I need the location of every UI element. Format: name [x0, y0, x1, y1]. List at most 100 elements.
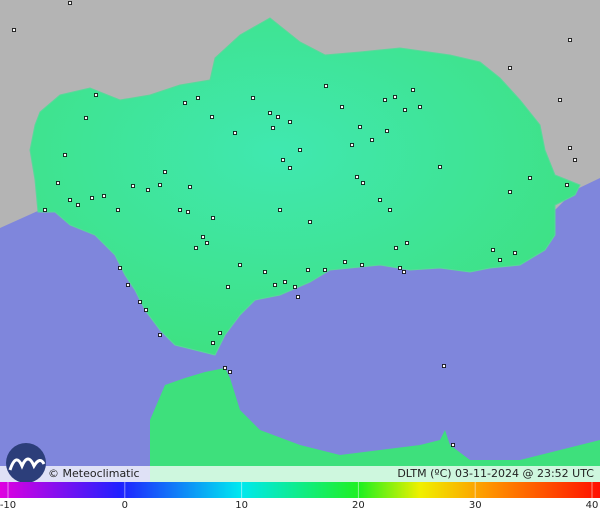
station	[63, 153, 67, 157]
station	[508, 66, 512, 70]
station	[228, 370, 232, 374]
station	[178, 208, 182, 212]
station	[340, 105, 344, 109]
station	[211, 216, 215, 220]
station	[498, 258, 502, 262]
station	[76, 203, 80, 207]
station	[268, 111, 272, 115]
station	[12, 28, 16, 32]
station	[94, 93, 98, 97]
station	[508, 190, 512, 194]
station	[360, 263, 364, 267]
caption: DLTM (ºC) 03-11-2024 @ 23:52 UTC	[397, 467, 594, 480]
station	[131, 184, 135, 188]
station	[251, 96, 255, 100]
caption-bar	[0, 466, 600, 482]
station	[358, 125, 362, 129]
station	[324, 84, 328, 88]
tick-label: 30	[469, 500, 482, 511]
logo-mark	[8, 457, 46, 471]
station	[196, 96, 200, 100]
andalusia	[29, 17, 581, 356]
tick-label: -10	[0, 500, 16, 511]
station	[102, 194, 106, 198]
station	[223, 366, 227, 370]
station	[398, 266, 402, 270]
station	[205, 241, 209, 245]
station	[308, 220, 312, 224]
station	[393, 95, 397, 99]
station	[296, 295, 300, 299]
station	[201, 235, 205, 239]
station	[194, 246, 198, 250]
station	[385, 129, 389, 133]
station	[298, 148, 302, 152]
station	[383, 98, 387, 102]
tick-label: 10	[235, 500, 248, 511]
station	[138, 300, 142, 304]
station	[355, 175, 359, 179]
station	[394, 246, 398, 250]
colorbar	[0, 482, 600, 498]
station	[56, 181, 60, 185]
station	[513, 251, 517, 255]
station	[281, 158, 285, 162]
station	[163, 170, 167, 174]
station	[116, 208, 120, 212]
station	[68, 1, 72, 5]
station	[438, 165, 442, 169]
station	[271, 126, 275, 130]
station	[411, 88, 415, 92]
logo	[6, 443, 46, 483]
station	[418, 105, 422, 109]
morocco	[150, 368, 600, 482]
station	[218, 331, 222, 335]
station	[442, 364, 446, 368]
station	[343, 260, 347, 264]
station	[158, 333, 162, 337]
station	[370, 138, 374, 142]
station	[238, 263, 242, 267]
station	[90, 196, 94, 200]
station	[126, 283, 130, 287]
station	[293, 285, 297, 289]
station	[283, 280, 287, 284]
station	[350, 143, 354, 147]
station	[183, 101, 187, 105]
station	[528, 176, 532, 180]
station	[144, 308, 148, 312]
station	[323, 268, 327, 272]
station	[233, 131, 237, 135]
station	[273, 283, 277, 287]
brand: © Meteoclimatic	[48, 467, 140, 480]
station	[158, 183, 162, 187]
station	[84, 116, 88, 120]
station	[573, 158, 577, 162]
station	[361, 181, 365, 185]
station	[118, 266, 122, 270]
colorbar-ticks: -10 0 10 20 30 40	[0, 482, 598, 511]
station	[568, 38, 572, 42]
station	[565, 183, 569, 187]
station	[211, 341, 215, 345]
tick-label: 20	[352, 500, 365, 511]
station	[263, 270, 267, 274]
station	[402, 270, 406, 274]
station	[278, 208, 282, 212]
station	[388, 208, 392, 212]
station	[288, 166, 292, 170]
station	[210, 115, 214, 119]
stations	[12, 1, 577, 447]
station	[186, 210, 190, 214]
station	[558, 98, 562, 102]
station	[378, 198, 382, 202]
station	[188, 185, 192, 189]
station	[451, 443, 455, 447]
station	[491, 248, 495, 252]
station	[568, 146, 572, 150]
station	[403, 108, 407, 112]
station	[68, 198, 72, 202]
station	[226, 285, 230, 289]
tick-label: 0	[122, 500, 128, 511]
